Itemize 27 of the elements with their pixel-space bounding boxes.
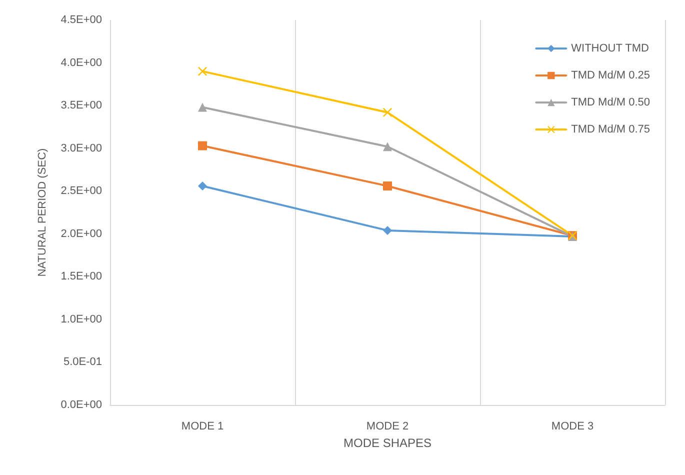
y-tick-label: 4.5E+00 (60, 14, 102, 26)
point (383, 108, 392, 117)
y-axis-title: NATURAL PERIOD (SEC) (36, 148, 48, 277)
y-tick-label: 1.5E+00 (60, 270, 102, 283)
x-tick-label: MODE 3 (551, 420, 594, 432)
legend-label: WITHOUT TMD (571, 42, 650, 54)
point (198, 102, 207, 112)
y-tick-label: 5.0E-01 (63, 356, 102, 368)
y-tick-label: 2.5E+00 (60, 185, 102, 198)
point (383, 142, 392, 152)
y-tick-label: 4.0E+00 (60, 56, 102, 69)
x-tick-label: MODE 1 (181, 420, 224, 432)
y-tick-label: 0.0E+00 (60, 399, 102, 411)
legend-label: TMD Md/M 0.50 (571, 96, 650, 108)
point (383, 181, 392, 190)
y-tick-label: 2.0E+00 (60, 228, 102, 240)
x-axis-title: MODE SHAPES (343, 436, 432, 450)
point (198, 141, 207, 150)
point (383, 226, 392, 235)
x-tick-label: MODE 2 (366, 420, 409, 432)
legend-label: TMD Md/M 0.25 (571, 70, 650, 82)
point (198, 181, 207, 190)
legend-label: TMD Md/M 0.75 (571, 124, 650, 136)
y-tick-label: 3.5E+00 (60, 100, 102, 112)
point (198, 66, 207, 76)
y-tick-label: 3.0E+00 (60, 142, 102, 154)
y-tick-label: 1.0E+00 (60, 313, 102, 326)
